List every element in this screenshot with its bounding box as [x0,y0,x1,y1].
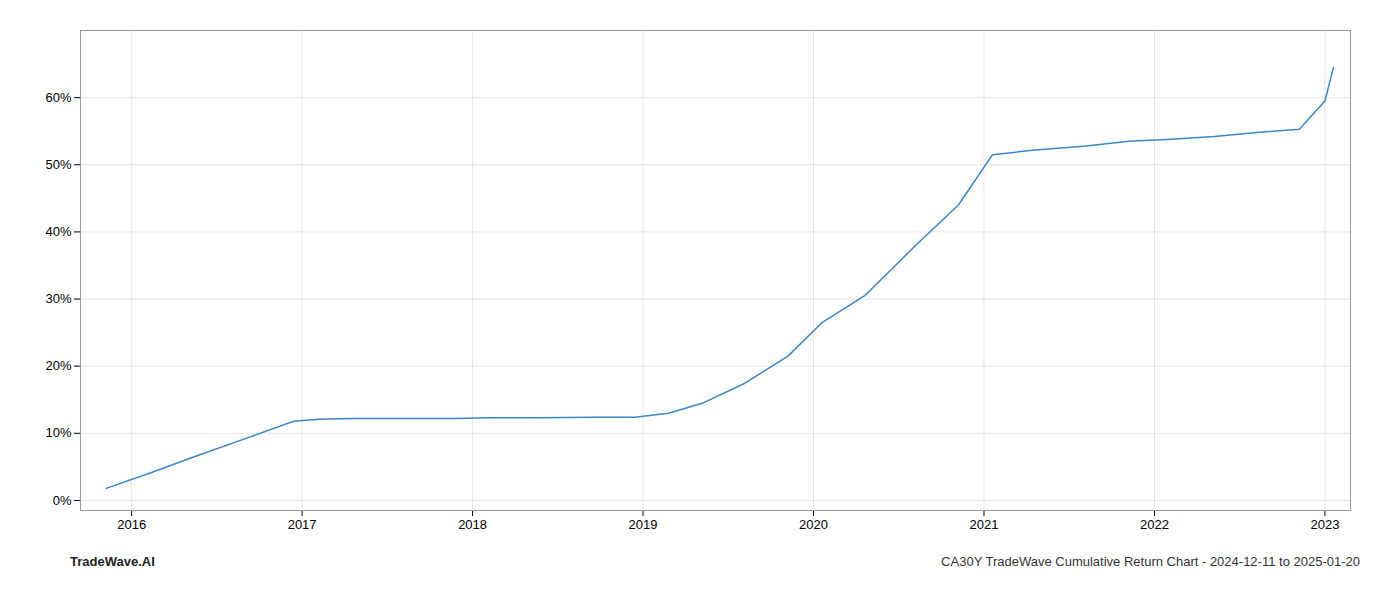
html-text:TradeWave.AI: TradeWave.AI [70,554,155,569]
svg-text:50%: 50% [45,157,71,172]
svg-text:2023: 2023 [1310,517,1339,532]
svg-text:2016: 2016 [117,517,146,532]
svg-text:2021: 2021 [970,517,999,532]
svg-text:40%: 40% [45,224,71,239]
svg-text:0%: 0% [53,493,72,508]
svg-text:2020: 2020 [799,517,828,532]
svg-text:2019: 2019 [629,517,658,532]
html-text:CA30Y TradeWave Cumulative Ret: CA30Y TradeWave Cumulative Return Chart … [941,554,1360,569]
svg-text:10%: 10% [45,425,71,440]
svg-text:2018: 2018 [458,517,487,532]
svg-text:20%: 20% [45,358,71,373]
svg-text:2022: 2022 [1140,517,1169,532]
svg-text:60%: 60% [45,90,71,105]
svg-text:2017: 2017 [288,517,317,532]
svg-text:30%: 30% [45,291,71,306]
